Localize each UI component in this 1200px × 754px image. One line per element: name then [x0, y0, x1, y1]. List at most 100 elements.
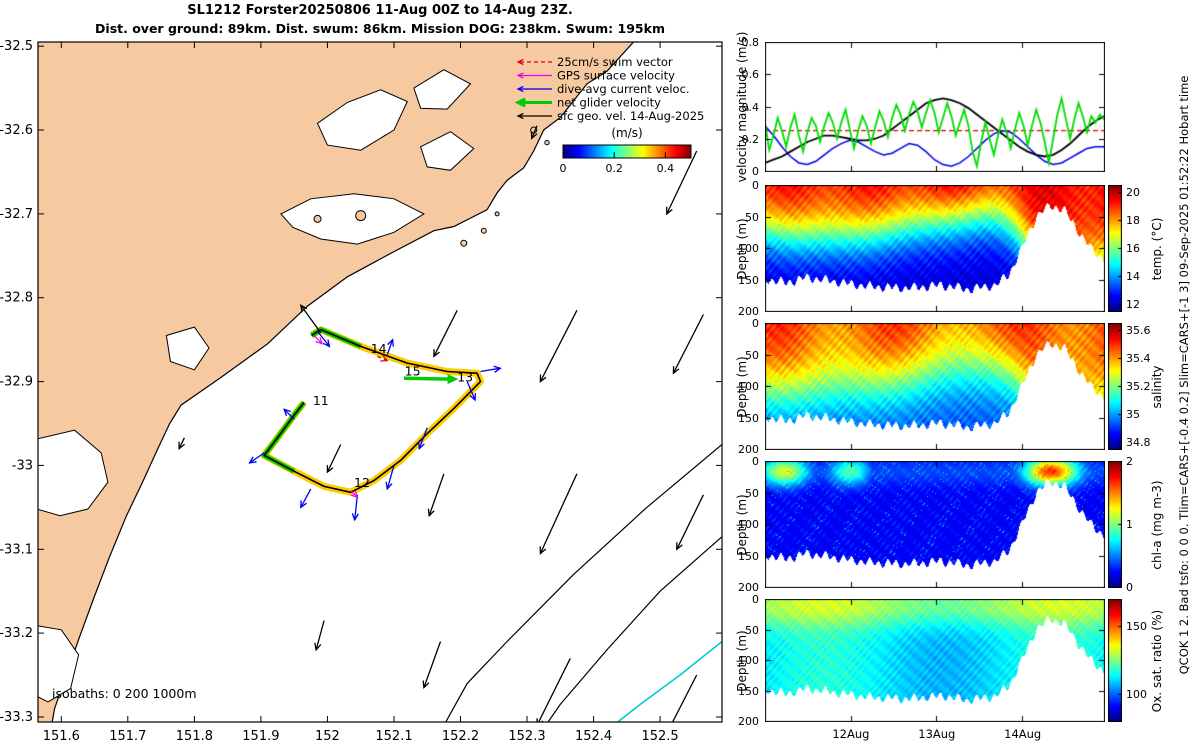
depth-tick-label: 150	[738, 684, 759, 698]
temperature-colorbar-canvas	[1108, 185, 1122, 312]
x-axis-tick-label: 152.3	[508, 729, 545, 744]
colorbar-tick-label: 35	[1126, 408, 1140, 421]
depth-tick-label: 0	[752, 317, 759, 330]
legend-item-label: GPS surface velocity	[557, 69, 675, 83]
velocity-ytick-label: 0.6	[741, 68, 760, 82]
y-axis-tick-label: -33.2	[0, 626, 33, 641]
glider-track-line	[263, 328, 482, 494]
waypoint-label: 15	[405, 364, 421, 379]
colorbar-tick-label: 100	[1126, 687, 1147, 701]
time-axis-tick-label: 12Aug	[832, 727, 870, 741]
colorbar-tick-label: 2	[1126, 455, 1133, 468]
depth-tick-label: 50	[745, 486, 759, 500]
temperature-colorbar-label: temp. (°C)	[1150, 217, 1164, 280]
waypoint-labels: 11 12 13 14 15	[313, 341, 473, 490]
salinity-colorbar-label: salinity	[1150, 364, 1164, 409]
salinity-plot-canvas	[765, 323, 1105, 450]
colorbar-tick-label: 20	[1126, 186, 1140, 199]
depth-tick-label: 0	[752, 593, 759, 606]
velocity-ytick-label: 0.2	[741, 132, 760, 146]
depth-tick-label: 200	[738, 305, 759, 318]
velocity-plot-canvas	[765, 42, 1105, 172]
x-axis-tick-label: 152.4	[575, 729, 612, 744]
chl-a-colorbar-label: chl-a (mg m-3)	[1150, 479, 1164, 570]
legend-colorbar-label: (m/s)	[611, 126, 642, 140]
depth-tick-label: 200	[738, 581, 759, 594]
isobath-1000	[616, 640, 722, 722]
salinity-colorbar-canvas	[1108, 323, 1122, 450]
depth-tick-label: 0	[752, 455, 759, 468]
colorbar-tick-label: 16	[1126, 242, 1140, 255]
net-glider-velocity-arrow	[403, 374, 459, 385]
x-axis-tick-label: 152.2	[442, 729, 479, 744]
depth-tick-label: 50	[745, 623, 759, 637]
legend-colorbar-tick: 0	[560, 162, 567, 175]
velocity-ytick-label: 0.4	[741, 100, 760, 114]
x-axis-tick-label: 151.8	[176, 729, 213, 744]
y-axis-tick-label: -33.1	[0, 542, 33, 557]
oxygen-colorbar-canvas	[1108, 599, 1122, 722]
y-axis-tick-label: -32.7	[0, 207, 33, 222]
legend-item-label: net glider velocity	[557, 96, 661, 110]
x-axis-tick-label: 151.6	[43, 729, 80, 744]
depth-tick-label: 100	[738, 380, 759, 393]
depth-tick-label: 150	[738, 273, 759, 287]
colorbar-tick-label: 1	[1126, 518, 1133, 531]
y-axis-tick-label: -33	[12, 458, 33, 473]
colorbar-tick-label: 150	[1126, 620, 1147, 634]
x-axis-tick-label: 152.1	[375, 729, 412, 744]
isobath-200	[445, 444, 722, 722]
time-axis-tick-label: 13Aug	[918, 727, 956, 741]
geo-velocity-arrows	[178, 125, 704, 722]
figure-subtitle: Dist. over ground: 89km. Dist. swum: 86k…	[95, 21, 665, 36]
velocity-ytick-label: 0.8	[741, 36, 760, 49]
oxygen-plot-canvas	[765, 599, 1105, 722]
depth-tick-label: 100	[738, 518, 759, 531]
isobaths-note: isobaths: 0 200 1000m	[52, 686, 197, 701]
x-axis-tick-label: 152	[315, 729, 340, 744]
depth-tick-label: 100	[738, 654, 759, 667]
lakes	[38, 69, 475, 703]
legend-item-label: dive-avg current veloc.	[557, 82, 690, 96]
y-axis-tick-label: -32.9	[0, 375, 33, 390]
temperature-plot-canvas	[765, 185, 1105, 312]
chl-a-colorbar-canvas	[1108, 461, 1122, 588]
colorbar-tick-label: 14	[1126, 270, 1140, 283]
depth-axis-label: Depth (m)	[735, 355, 749, 418]
colorbar-tick-label: 34.8	[1126, 436, 1151, 449]
depth-tick-label: 0	[752, 179, 759, 192]
depth-tick-label: 50	[745, 348, 759, 362]
velocity-ytick-label: 0	[752, 165, 759, 178]
colorbar-tick-label: 35.6	[1126, 324, 1151, 337]
colorbar-tick-label: 35.2	[1126, 380, 1151, 393]
colorbar-tick-label: 18	[1126, 214, 1140, 227]
legend-item-label: sfc geo. vel. 14-Aug-2025	[557, 109, 704, 123]
y-axis-tick-label: -32.6	[0, 123, 33, 138]
x-axis-tick-label: 151.9	[242, 729, 279, 744]
depth-tick-label: 150	[738, 549, 759, 563]
y-axis-tick-label: -32.5	[0, 39, 33, 54]
depth-tick-label: 200	[738, 443, 759, 456]
waypoint-label: 12	[354, 475, 370, 490]
chl-a-plot-canvas	[765, 461, 1105, 588]
colorbar-tick-label: 12	[1126, 298, 1140, 311]
waypoint-label: 11	[313, 393, 329, 408]
map-axis-ticks: 151.6 151.7 151.8 151.9 152 152.1 152.2 152.3 15…	[0, 39, 722, 744]
legend-colorbar-tick: 0.4	[657, 162, 675, 175]
depth-tick-label: 200	[738, 715, 759, 728]
y-axis-tick-label: -33.3	[0, 710, 33, 725]
legend-item-label: 25cm/s swim vector	[557, 55, 673, 69]
depth-tick-label: 50	[745, 210, 759, 224]
map-panel: 11 12 13 14 15 25cm/s swim vector GPS surface …	[0, 39, 723, 744]
swim-vector-arrows	[377, 355, 389, 362]
time-axis-tick-label: 14Aug	[1004, 727, 1042, 741]
x-axis-tick-label: 151.7	[109, 729, 146, 744]
depth-tick-label: 150	[738, 411, 759, 425]
gps-velocity-arrows	[313, 335, 359, 499]
figure-title: SL1212 Forster20250806 11-Aug 00Z to 14-…	[187, 3, 573, 18]
colorbar-tick-label: 0	[1126, 581, 1133, 594]
